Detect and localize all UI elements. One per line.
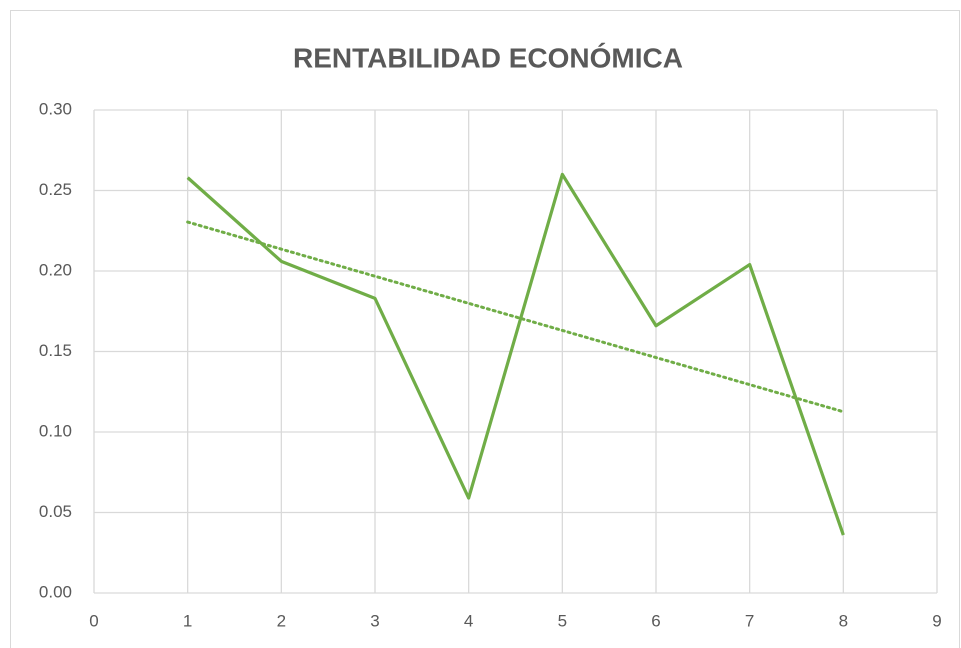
chart-title: RENTABILIDAD ECONÓMICA (293, 42, 683, 73)
x-tick-label: 0 (89, 611, 98, 630)
x-tick-label: 6 (651, 611, 660, 630)
x-tick-label: 1 (183, 611, 192, 630)
y-tick-label: 0.30 (39, 99, 72, 118)
y-tick-label: 0.05 (39, 502, 72, 521)
y-tick-label: 0.15 (39, 341, 72, 360)
x-tick-label: 7 (745, 611, 754, 630)
y-tick-label: 0.10 (39, 421, 72, 440)
x-tick-label: 3 (370, 611, 379, 630)
x-tick-label: 5 (558, 611, 567, 630)
x-tick-label: 8 (839, 611, 848, 630)
trendline (186, 220, 845, 414)
y-tick-label: 0.25 (39, 180, 72, 199)
x-tick-label: 9 (932, 611, 941, 630)
chart-frame (10, 10, 960, 648)
y-tick-label: 0.00 (39, 582, 72, 601)
x-tick-label: 4 (464, 611, 473, 630)
data-line (186, 172, 845, 536)
x-tick-label: 2 (277, 611, 286, 630)
y-tick-label: 0.20 (39, 260, 72, 279)
